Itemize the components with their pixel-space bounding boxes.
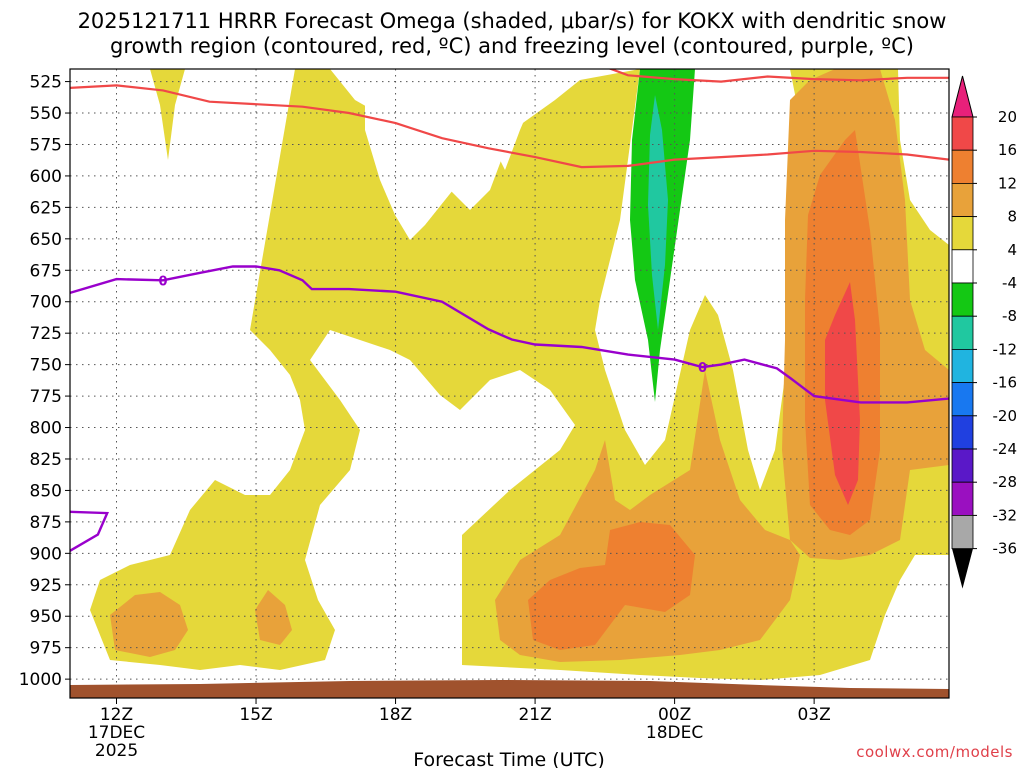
- x-tick-label-12Z: 12Z: [100, 705, 133, 725]
- x-axis-title: Forecast Time (UTC): [413, 749, 604, 768]
- plot-area: 00: [70, 69, 949, 698]
- colorbar-label-1: 16: [998, 141, 1017, 159]
- y-tick-label-725: 725: [30, 324, 62, 344]
- x-tick-label-15Z: 15Z: [239, 705, 272, 725]
- colorbar-swatch-11: [951, 481, 974, 516]
- colorbar-label-10: -24: [993, 440, 1018, 458]
- omega-gap-upper-center: [365, 69, 470, 240]
- y-tick-label-775: 775: [30, 387, 62, 407]
- y-tick-label-900: 900: [30, 544, 62, 564]
- y-tick-label-525: 525: [30, 73, 62, 93]
- colorbar-swatch-10: [951, 448, 974, 483]
- x-year-label-12Z: 2025: [95, 741, 138, 761]
- y-tick-label-600: 600: [30, 167, 62, 187]
- colorbar-label-4: 4: [1007, 241, 1017, 259]
- y-tick-label-1000: 1000: [19, 670, 62, 690]
- colorbar-label-6: -8: [1002, 307, 1017, 325]
- x-tick-label-00Z: 00Z: [658, 705, 691, 725]
- x-date-label-00Z: 18DEC: [646, 723, 703, 743]
- colorbar-swatch-12: [951, 515, 974, 550]
- y-tick-label-650: 650: [30, 230, 62, 250]
- omega-area-12-16-lower: [528, 522, 695, 650]
- x-tick-label-21Z: 21Z: [518, 705, 551, 725]
- colorbar-label-2: 12: [998, 174, 1017, 192]
- freezing-level-contour: [70, 265, 949, 404]
- colorbar-label-3: 8: [1007, 208, 1017, 226]
- colorbar-swatch-6: [951, 315, 974, 350]
- colorbar-label-0: 20: [998, 108, 1017, 126]
- colorbar-label-8: -16: [993, 374, 1018, 392]
- colorbar-swatch-8: [951, 382, 974, 417]
- y-axis: 525 550 575 600 625 650 675 700 725 750 775 800 825 8…: [19, 73, 70, 690]
- x-date-label-12Z: 17DEC: [88, 723, 145, 743]
- freezing-level-contour-low: [70, 510, 110, 552]
- dgz-contour-lower: [70, 84, 949, 169]
- colorbar-label-13: -36: [993, 540, 1018, 558]
- plot-frame: [69, 68, 950, 699]
- y-tick-label-750: 750: [30, 356, 62, 376]
- colorbar-swatch-9: [951, 415, 974, 450]
- x-tick-label-03Z: 03Z: [797, 705, 830, 725]
- freezing-level-label-0: 0: [158, 274, 167, 289]
- colorbar-top-arrow: [951, 75, 974, 118]
- colorbar-label-11: -28: [993, 473, 1018, 491]
- colorbar-swatch-2: [951, 182, 974, 217]
- grid: [70, 69, 949, 698]
- y-tick-label-825: 825: [30, 450, 62, 470]
- omega-area-4-8-upper-left: [150, 69, 185, 160]
- freezing-level-label-1: 0: [698, 361, 707, 376]
- contours: 00: [70, 69, 949, 552]
- colorbar-swatch-3: [951, 216, 974, 251]
- colorbar-swatch-0: [951, 116, 974, 151]
- x-tick-label-18Z: 18Z: [379, 705, 412, 725]
- ground-terrain: [70, 680, 949, 698]
- omega-area-negative-8-12: [648, 95, 668, 330]
- colorbar-bottom-arrow: [952, 548, 973, 589]
- y-tick-label-950: 950: [30, 607, 62, 627]
- y-tick-label-675: 675: [30, 261, 62, 281]
- title-line-2: growth region (contoured, red, ºC) and f…: [110, 34, 914, 58]
- y-tick-label-875: 875: [30, 513, 62, 533]
- colorbar-swatch-1: [951, 149, 974, 184]
- y-tick-label-850: 850: [30, 481, 62, 501]
- colorbar-swatch-4: [951, 249, 974, 284]
- colorbar-swatch-5: [951, 282, 974, 317]
- colorbar-swatch-7: [951, 348, 974, 383]
- y-tick-label-550: 550: [30, 104, 62, 124]
- dgz-contour-upper: [607, 69, 949, 83]
- omega-area-8-12-left-lower: [110, 592, 188, 657]
- credit-link[interactable]: coolwx.com/models: [856, 743, 1013, 761]
- title-line-1: 2025121711 HRRR Forecast Omega (shaded, …: [78, 9, 947, 33]
- colorbar-label-9: -20: [993, 407, 1018, 425]
- colorbar-label-12: -32: [993, 506, 1018, 524]
- colorbar-label-7: -12: [993, 340, 1018, 358]
- y-tick-label-575: 575: [30, 135, 62, 155]
- y-tick-label-975: 975: [30, 639, 62, 659]
- omega-area-8-12-left-small: [255, 590, 292, 645]
- y-tick-label-800: 800: [30, 419, 62, 439]
- y-tick-label-625: 625: [30, 198, 62, 218]
- omega-area-16-20: [825, 282, 860, 505]
- colorbar-label-5: -4: [1002, 274, 1017, 292]
- y-tick-label-700: 700: [30, 293, 62, 313]
- y-tick-label-925: 925: [30, 576, 62, 596]
- colorbar: 20 16 12 8 4 -4 -8 -12 -16 -20 -24 -28 -32 -36: [951, 75, 1018, 589]
